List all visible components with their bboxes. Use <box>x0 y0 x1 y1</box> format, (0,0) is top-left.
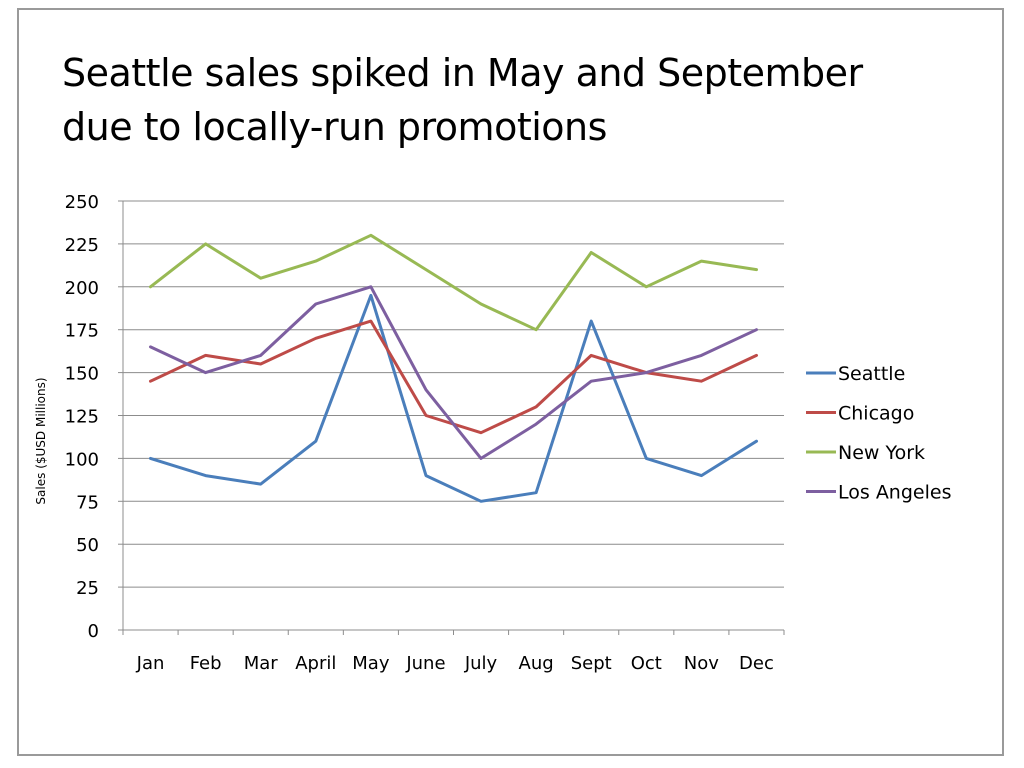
y-tick-label: 0 <box>88 621 99 642</box>
y-tick-label: 100 <box>65 449 99 470</box>
series-line-seattle <box>149 293 758 503</box>
series-line-los-angeles <box>149 285 758 460</box>
y-tick-label: 25 <box>76 578 99 599</box>
gridlines <box>123 200 784 588</box>
legend: Seattle Chicago New York Los Angeles <box>806 363 951 504</box>
x-tick-label: Nov <box>684 653 719 674</box>
x-tick-labels: Jan Feb Mar April May June July Aug Sept Oct Nov De… <box>136 653 774 674</box>
title-line-2: due to locally-run promotions <box>62 105 607 149</box>
slide-frame <box>17 8 1004 756</box>
x-tick-label: Jan <box>136 653 165 674</box>
y-tick-labels: 0 25 50 75 100 125 150 175 200 225 250 <box>65 192 99 642</box>
legend-label: New York <box>838 442 925 464</box>
y-tick-label: 75 <box>76 492 99 513</box>
x-tick-label: May <box>352 653 390 674</box>
axes <box>118 200 785 635</box>
legend-label: Los Angeles <box>838 482 951 504</box>
x-tick-label: Feb <box>190 653 222 674</box>
x-tick-label: April <box>295 653 336 674</box>
y-tick-label: 125 <box>65 407 99 428</box>
y-tick-label: 225 <box>65 235 99 256</box>
x-tick-label: July <box>464 653 498 674</box>
series-line-new-york <box>149 233 758 332</box>
legend-label: Seattle <box>838 363 905 385</box>
series-lines <box>149 233 758 503</box>
x-tick-label: Dec <box>739 653 774 674</box>
slide-title: Seattle sales spiked in May and Septembe… <box>62 46 962 154</box>
x-tick-label: Oct <box>631 653 662 674</box>
y-tick-label: 150 <box>65 364 99 385</box>
x-tick-label: June <box>405 653 445 674</box>
y-tick-label: 250 <box>65 192 99 213</box>
x-tick-label: Sept <box>571 653 612 674</box>
legend-label: Chicago <box>838 403 914 425</box>
x-tick-label: Mar <box>244 653 279 674</box>
title-line-1: Seattle sales spiked in May and Septembe… <box>62 51 863 95</box>
y-tick-label: 175 <box>65 321 99 342</box>
x-tick-label: Aug <box>519 653 554 674</box>
y-tick-label: 50 <box>76 535 99 556</box>
y-tick-label: 200 <box>65 278 99 299</box>
